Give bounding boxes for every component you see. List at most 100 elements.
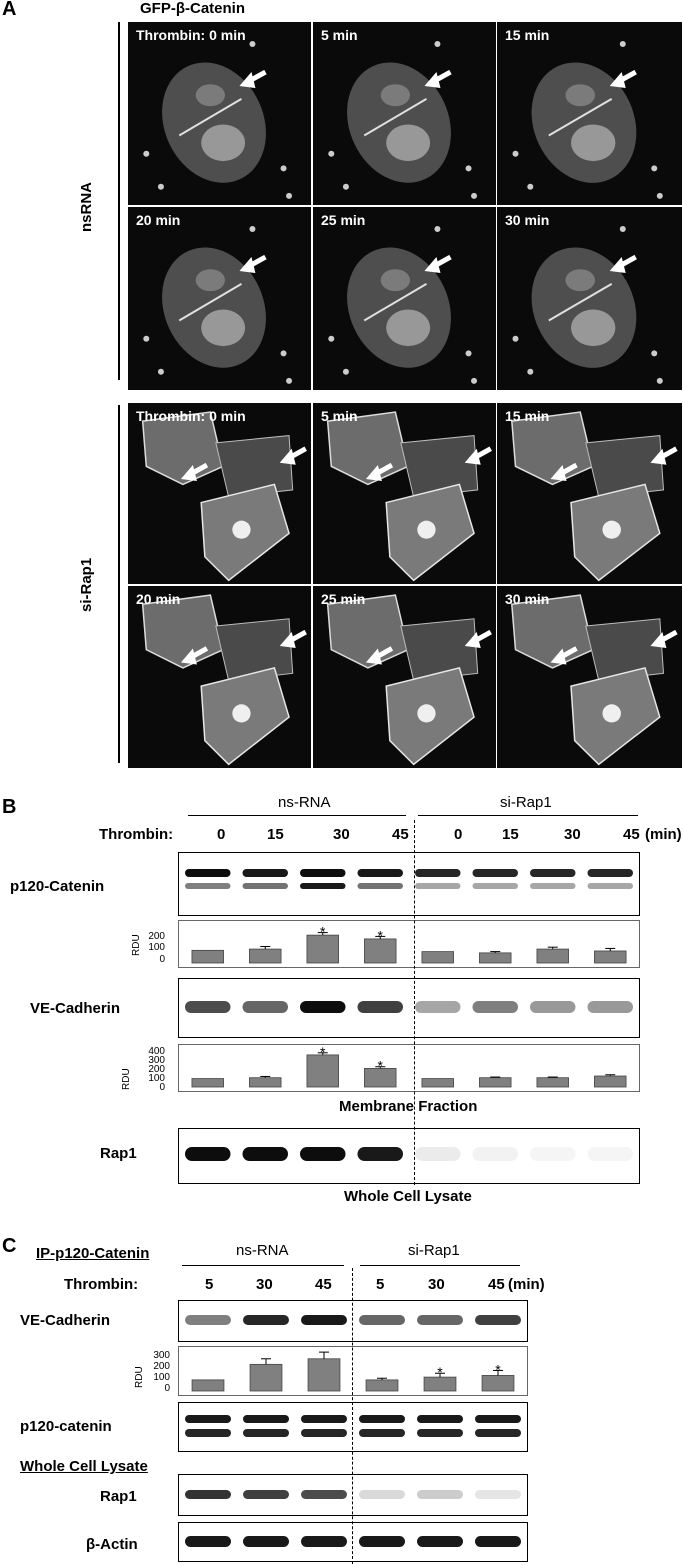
ve-tick-300: 300 xyxy=(148,1055,165,1066)
blot-band xyxy=(185,1415,231,1423)
blot-band xyxy=(301,1536,347,1547)
blot-band xyxy=(185,1429,231,1437)
micrograph-nsrna-3: 20 min xyxy=(128,207,311,390)
panel-c-letter: C xyxy=(2,1235,17,1257)
ve-tick-400: 400 xyxy=(148,1046,165,1057)
blot-band xyxy=(530,883,576,889)
blot-band xyxy=(417,1415,463,1423)
panel-c-si-header: si-Rap1 xyxy=(408,1242,460,1259)
frame-time-label: 25 min xyxy=(321,212,366,228)
blot-band xyxy=(472,883,518,889)
c-rdu-bar-3 xyxy=(365,1379,399,1392)
blot-band xyxy=(243,1415,289,1423)
micrograph-sirap1-0: Thrombin: 0 min xyxy=(128,403,311,584)
nsrna-label: nsRNA xyxy=(78,181,95,232)
p120-rdu-star-3: * xyxy=(378,927,384,943)
ve-rdu-chart: * * xyxy=(178,1044,640,1092)
ve-tick-100: 100 xyxy=(148,1073,165,1084)
panel-b-wcl-label: Whole Cell Lysate xyxy=(344,1188,472,1205)
blot-band xyxy=(185,883,231,889)
blot-band xyxy=(415,869,461,877)
c-ve-row-label: VE-Cadherin xyxy=(20,1312,111,1329)
panel-b-si-header: si-Rap1 xyxy=(500,794,552,811)
blot-band xyxy=(185,1315,231,1325)
blot-band xyxy=(417,1536,463,1547)
p120-rdu-bar-2 xyxy=(306,934,339,964)
micrograph-sirap1-1: 5 min xyxy=(313,403,496,584)
panel-c-divider xyxy=(352,1268,353,1564)
p120-rdu-chart: * * xyxy=(178,920,640,968)
micrograph-sirap1-3: 20 min xyxy=(128,586,311,768)
ve-rdu-bar-0 xyxy=(191,1078,224,1088)
sirap1-label: si-Rap1 xyxy=(78,557,95,612)
micrograph-nsrna-1: 5 min xyxy=(313,22,496,205)
p120-tick-100: 100 xyxy=(148,942,165,953)
panel-b-si-line xyxy=(418,815,638,816)
c-actin-row-label: β-Actin xyxy=(86,1536,138,1553)
membrane-fraction-label: Membrane Fraction xyxy=(339,1098,478,1115)
p120-tick-200: 200 xyxy=(148,931,165,942)
frame-time-label: 25 min xyxy=(321,591,366,607)
blot-band xyxy=(301,1415,347,1423)
panel-b-timepoint-7: 45 xyxy=(623,826,640,843)
p120-rdu-star-2: * xyxy=(320,924,326,940)
sirap1-bracket xyxy=(118,405,120,763)
blot-band xyxy=(530,1147,576,1161)
frame-time-label: 5 min xyxy=(321,27,358,43)
c-p120-blot xyxy=(178,1402,528,1452)
blot-band xyxy=(242,883,288,889)
panel-c-timepoint-0: 5 xyxy=(205,1276,214,1293)
c-tick-300: 300 xyxy=(153,1350,170,1361)
c-p120-row-label: p120-catenin xyxy=(20,1418,112,1435)
ve-rdu-bar-5 xyxy=(479,1077,512,1088)
c-rdu-chart: * * xyxy=(178,1346,528,1396)
panel-b-timepoint-2: 30 xyxy=(333,826,350,843)
blot-band xyxy=(415,1147,461,1161)
panel-c-unit: (min) xyxy=(508,1276,545,1293)
panel-b-thrombin-label: Thrombin: xyxy=(99,826,174,843)
blot-band xyxy=(357,1147,403,1161)
micrograph-nsrna-4: 25 min xyxy=(313,207,496,390)
blot-band xyxy=(475,1490,521,1499)
p120-rdu-bar-1 xyxy=(249,948,282,964)
ve-rdu-label: RDU xyxy=(121,1068,132,1090)
blot-band xyxy=(243,1490,289,1499)
ve-rdu-bar-3 xyxy=(364,1068,397,1088)
blot-band xyxy=(415,883,461,889)
c-rdu-bar-0 xyxy=(191,1379,225,1392)
frame-time-label: 20 min xyxy=(136,591,181,607)
micrograph-sirap1-2: 15 min xyxy=(497,403,682,584)
blot-band xyxy=(185,869,231,877)
blot-band xyxy=(359,1315,405,1325)
ve-rdu-bar-1 xyxy=(249,1077,282,1088)
c-rdu-bar-1 xyxy=(249,1363,283,1392)
blot-band xyxy=(472,1147,518,1161)
blot-band xyxy=(242,1001,288,1013)
blot-band xyxy=(185,1147,231,1161)
blot-band xyxy=(242,1147,288,1161)
panel-c-timepoint-1: 30 xyxy=(256,1276,273,1293)
blot-band xyxy=(472,1001,518,1013)
blot-band xyxy=(242,869,288,877)
blot-band xyxy=(185,1490,231,1499)
panel-b-timepoint-0: 0 xyxy=(217,826,226,843)
p120-rdu-bar-6 xyxy=(536,948,569,964)
blot-band xyxy=(475,1415,521,1423)
panel-c-timepoint-4: 30 xyxy=(428,1276,445,1293)
micrograph-sirap1-5: 30 min xyxy=(497,586,682,768)
blot-band xyxy=(243,1536,289,1547)
panel-c-si-line xyxy=(360,1265,520,1266)
frame-time-label: 30 min xyxy=(505,212,550,228)
blot-band xyxy=(301,1429,347,1437)
blot-band xyxy=(359,1490,405,1499)
rap1-b-blot xyxy=(178,1128,640,1184)
panel-b-timepoint-6: 30 xyxy=(564,826,581,843)
blot-band xyxy=(243,1315,289,1325)
p120-tick-0: 0 xyxy=(159,954,165,965)
ip-label: IP-p120-Catenin xyxy=(36,1245,150,1262)
blot-band xyxy=(300,1001,346,1013)
rap1-b-row-label: Rap1 xyxy=(100,1145,137,1162)
micrograph-nsrna-0: Thrombin: 0 min xyxy=(128,22,311,205)
c-tick-0: 0 xyxy=(164,1383,170,1394)
c-tick-200: 200 xyxy=(153,1361,170,1372)
